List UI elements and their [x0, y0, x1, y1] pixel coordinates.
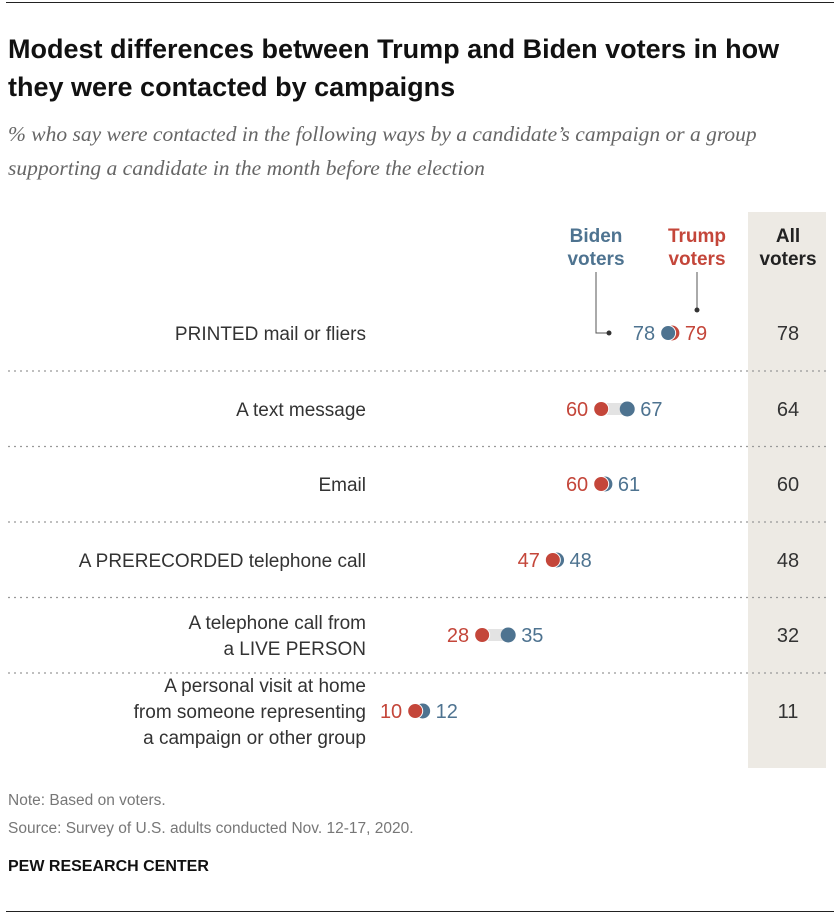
- header-all-voters: All: [776, 226, 800, 247]
- dot-trump: [544, 552, 561, 568]
- dot-biden: [619, 401, 635, 417]
- value-label-all-voters: 64: [777, 399, 799, 421]
- value-label-trump: 47: [518, 550, 540, 572]
- value-label-biden: 48: [570, 550, 592, 572]
- dot-trump: [593, 476, 610, 492]
- value-label-trump: 28: [447, 625, 469, 647]
- dot-biden: [500, 627, 516, 643]
- value-label-all-voters: 32: [777, 625, 799, 647]
- category-label: a LIVE PERSON: [223, 639, 366, 660]
- legend-biden: voters: [567, 249, 624, 270]
- dot-trump: [593, 401, 610, 417]
- category-label: A text message: [236, 400, 366, 421]
- value-label-all-voters: 48: [777, 550, 799, 572]
- category-label: A telephone call from: [189, 613, 366, 634]
- category-label: a campaign or other group: [143, 728, 366, 749]
- value-label-trump: 60: [566, 399, 588, 421]
- dot-trump: [474, 627, 491, 643]
- value-label-biden: 67: [640, 399, 662, 421]
- chart-subtitle: % who say were contacted in the followin…: [8, 122, 757, 180]
- category-label: A PRERECORDED telephone call: [79, 551, 366, 572]
- leader-dot-biden: [606, 330, 612, 336]
- top-rule: [6, 2, 834, 3]
- legend-trump: Trump: [668, 226, 726, 247]
- bottom-rule: [6, 911, 834, 912]
- value-label-all-voters: 60: [777, 474, 799, 496]
- category-label: from someone representing: [134, 702, 366, 723]
- note: Note: Based on voters.: [8, 792, 166, 809]
- category-label: PRINTED mail or fliers: [175, 324, 366, 345]
- value-label-trump: 10: [380, 701, 402, 723]
- legend-biden: Biden: [570, 226, 623, 247]
- category-label: Email: [318, 475, 366, 496]
- value-label-trump: 60: [566, 474, 588, 496]
- header-all-voters: voters: [759, 249, 816, 270]
- value-label-biden: 61: [618, 474, 640, 496]
- source: Source: Survey of U.S. adults conducted …: [8, 820, 414, 837]
- legend-trump: voters: [668, 249, 725, 270]
- value-label-all-voters: 11: [778, 701, 799, 723]
- value-label-biden: 35: [521, 625, 543, 647]
- leader-dot-trump: [694, 307, 700, 313]
- value-label-biden: 12: [436, 701, 458, 723]
- dot-trump: [407, 703, 424, 719]
- category-label: A personal visit at home: [164, 676, 366, 697]
- value-label-biden: 78: [633, 323, 655, 345]
- leader-line-biden: [595, 272, 609, 334]
- value-label-trump: 79: [685, 323, 707, 345]
- value-label-all-voters: 78: [777, 323, 799, 345]
- all-voters-column-bg: [748, 212, 826, 768]
- pew-logo-text: PEW RESEARCH CENTER: [8, 858, 209, 875]
- dot-biden: [660, 325, 677, 341]
- chart-title: Modest differences between Trump and Bid…: [8, 34, 780, 102]
